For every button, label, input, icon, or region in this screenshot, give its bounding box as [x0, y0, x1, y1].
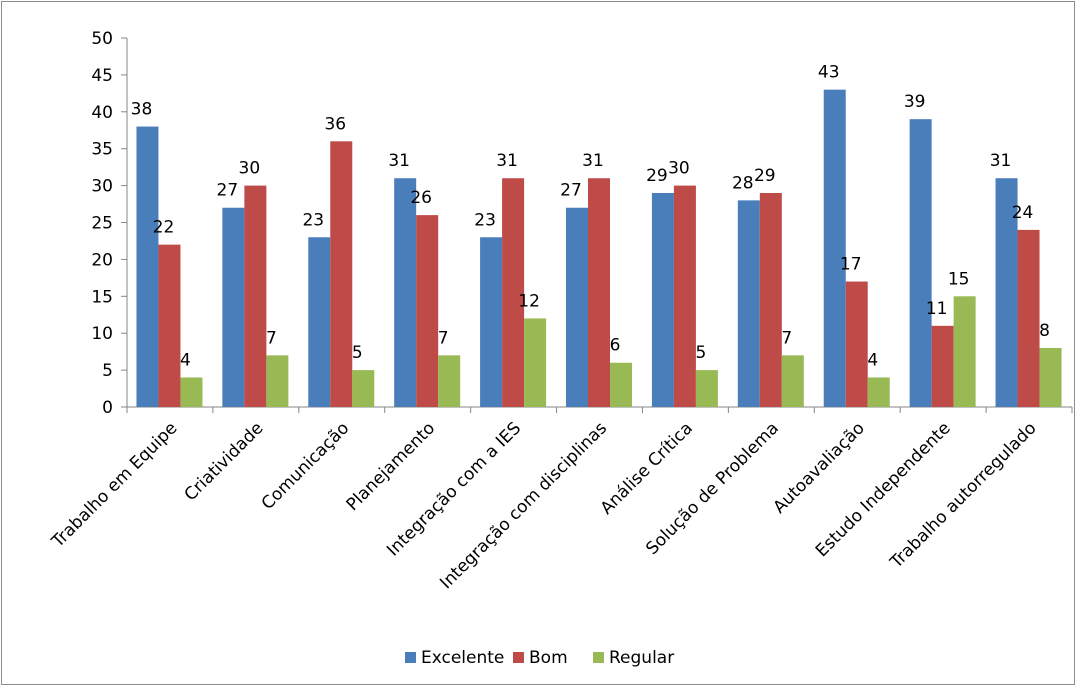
data-label-bom-7: 29: [754, 166, 776, 186]
data-label-regular-10: 8: [1039, 321, 1050, 341]
bar-bom-10: [1017, 229, 1040, 407]
data-label-excelente-0: 38: [131, 100, 153, 120]
data-label-regular-4: 12: [518, 291, 540, 311]
y-tick-label: 35: [91, 140, 113, 160]
data-label-excelente-2: 23: [302, 210, 324, 230]
data-label-bom-0: 22: [153, 218, 175, 238]
y-tick-label: 45: [91, 66, 113, 86]
category-label-1: Criatividade: [181, 418, 268, 505]
category-label-0: Trabalho em Equipe: [47, 418, 181, 552]
bar-regular-3: [438, 355, 461, 407]
bar-excelente-3: [394, 178, 417, 407]
data-label-excelente-1: 27: [217, 181, 239, 201]
data-label-excelente-10: 31: [990, 151, 1012, 171]
bar-bom-8: [845, 281, 868, 407]
bar-bom-9: [931, 325, 954, 407]
data-label-excelente-5: 27: [560, 181, 582, 201]
bar-excelente-4: [480, 237, 503, 407]
data-label-bom-8: 17: [840, 255, 862, 275]
data-label-bom-2: 36: [324, 114, 346, 134]
bar-bom-7: [759, 192, 782, 407]
bar-bom-3: [416, 215, 439, 407]
bar-bom-2: [330, 141, 353, 407]
data-label-regular-8: 4: [867, 350, 878, 370]
data-label-excelente-3: 31: [388, 151, 410, 171]
bar-bom-5: [588, 178, 610, 407]
bar-excelente-10: [995, 178, 1018, 407]
data-label-bom-1: 30: [239, 159, 261, 179]
category-label-8: Autoavaliação: [769, 418, 868, 517]
data-label-regular-9: 15: [948, 269, 970, 289]
bar-regular-0: [180, 377, 203, 407]
x-axis: [126, 406, 1073, 413]
y-tick-label: 50: [91, 29, 113, 49]
data-label-bom-5: 31: [582, 151, 604, 171]
data-label-excelente-8: 43: [818, 63, 840, 83]
data-label-regular-7: 7: [781, 328, 792, 348]
data-label-bom-3: 26: [410, 188, 432, 208]
bar-regular-5: [610, 362, 632, 407]
y-tick-label: 30: [91, 177, 113, 197]
y-tick-label: 15: [91, 287, 113, 307]
data-label-excelente-4: 23: [474, 210, 496, 230]
bar-excelente-9: [909, 119, 932, 408]
bar-regular-1: [266, 355, 289, 407]
bar-excelente-1: [222, 207, 245, 407]
category-label-10: Trabalho autorregulado: [886, 418, 1041, 573]
category-label-5: Integração com disciplinas: [436, 418, 611, 593]
bar-excelente-8: [823, 89, 846, 407]
legend-swatch-excelente: [405, 652, 416, 663]
data-label-excelente-9: 39: [904, 92, 926, 112]
y-tick-label: 20: [91, 250, 113, 270]
bar-excelente-5: [566, 207, 588, 407]
y-axis: 0 5 10 15 20 25 30 35 40 45 50: [91, 29, 128, 418]
y-tick-label: 5: [102, 361, 113, 381]
data-label-regular-6: 5: [695, 343, 706, 363]
bar-bom-1: [244, 185, 267, 407]
y-tick-label: 25: [91, 214, 113, 234]
data-label-regular-0: 4: [180, 350, 191, 370]
data-label-bom-10: 24: [1012, 203, 1034, 223]
data-label-bom-9: 11: [926, 299, 948, 319]
y-tick-label: 10: [91, 324, 113, 344]
bar-excelente-0: [136, 126, 159, 407]
bar-bom-6: [673, 185, 696, 407]
bar-regular-9: [953, 296, 976, 407]
category-label-6: Análise Crítica: [597, 418, 697, 518]
legend-label-regular: Regular: [609, 648, 674, 668]
bar-excelente-6: [651, 192, 674, 407]
bar-regular-8: [867, 377, 890, 407]
bar-excelente-2: [308, 237, 331, 407]
data-label-excelente-7: 28: [732, 173, 754, 193]
category-label-2: Comunicação: [258, 418, 353, 513]
bar-regular-6: [695, 370, 718, 407]
legend: Excelente Bom Regular: [405, 648, 674, 668]
y-tick-label: 40: [91, 103, 113, 123]
legend-swatch-bom: [513, 652, 524, 663]
data-label-bom-4: 31: [496, 151, 518, 171]
data-label-regular-2: 5: [352, 343, 363, 363]
bars: [136, 89, 1062, 408]
data-label-bom-6: 30: [668, 159, 690, 179]
data-label-regular-3: 7: [438, 328, 449, 348]
category-labels: Trabalho em Equipe CriatividadeComunicaçã…: [47, 418, 1040, 593]
data-label-regular-5: 6: [610, 336, 621, 356]
bar-regular-10: [1039, 347, 1062, 407]
bar-bom-0: [158, 244, 181, 407]
bar-regular-7: [781, 355, 804, 407]
legend-label-bom: Bom: [529, 648, 568, 668]
bar-excelente-7: [737, 200, 760, 407]
data-label-excelente-6: 29: [646, 166, 668, 186]
category-label-3: Planejamento: [343, 418, 440, 515]
bar-regular-4: [524, 318, 547, 407]
legend-swatch-regular: [593, 652, 604, 663]
legend-label-excelente: Excelente: [421, 648, 504, 668]
bar-regular-2: [352, 370, 375, 407]
bar-bom-4: [502, 178, 525, 407]
data-label-regular-1: 7: [266, 328, 277, 348]
y-tick-label: 0: [102, 398, 113, 418]
